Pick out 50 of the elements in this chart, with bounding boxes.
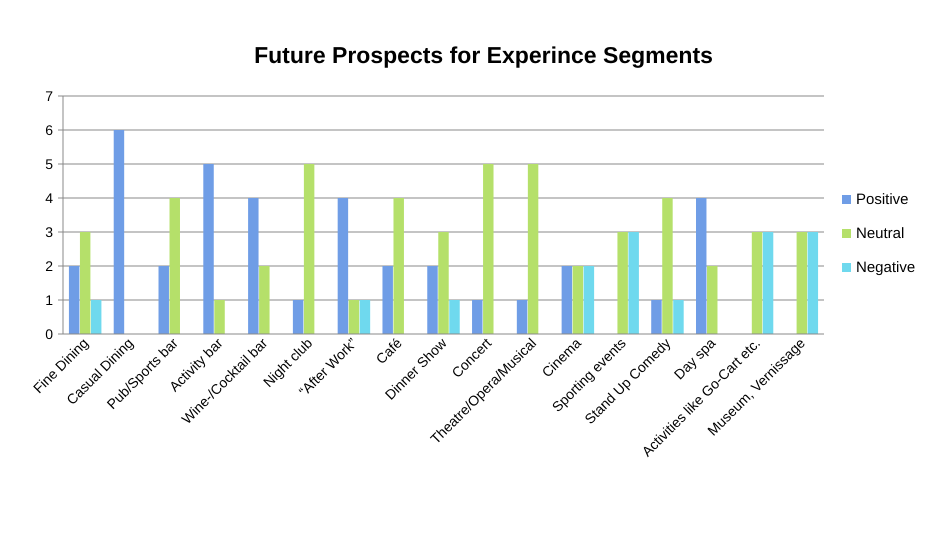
bar [572,266,584,334]
bar [304,164,314,334]
bar [584,266,594,334]
bar [382,266,393,334]
bar [248,198,259,334]
y-tick-label: 3 [45,224,54,240]
bar [214,300,225,334]
bar [617,232,628,334]
bar [348,300,360,334]
bar [472,300,483,334]
bar [80,232,90,334]
bar [562,266,572,334]
y-tick-label: 6 [45,122,54,138]
bar [393,198,404,334]
bar [449,300,460,334]
bar [158,266,169,334]
bar [516,300,528,334]
legend-label: Negative [856,259,916,276]
legend-label: Positive [856,191,909,208]
bar [528,164,538,334]
bar [762,232,774,334]
bar [203,164,214,334]
bar [752,232,762,334]
bar [427,266,438,334]
bar [707,266,718,334]
y-tick-label: 5 [45,156,54,172]
bar [114,130,124,334]
chart-title: Future Prospects for Experince Segments [254,42,713,68]
bar [292,300,304,334]
bar [338,198,348,334]
legend-label: Neutral [856,225,904,242]
bar [696,198,706,334]
bar [360,300,370,334]
bar [170,198,180,334]
y-tick-label: 2 [45,258,54,274]
bar [662,198,673,334]
bar [651,300,662,334]
bar [628,232,639,334]
y-tick-label: 4 [45,190,54,206]
bar [438,232,449,334]
bar [796,232,808,334]
y-tick-label: 0 [45,326,54,342]
y-tick-label: 7 [45,88,54,104]
bar [808,232,818,334]
bar [68,266,80,334]
bar [673,300,684,334]
bar [90,300,102,334]
y-tick-label: 1 [45,292,54,308]
bar [483,164,494,334]
bar [259,266,270,334]
